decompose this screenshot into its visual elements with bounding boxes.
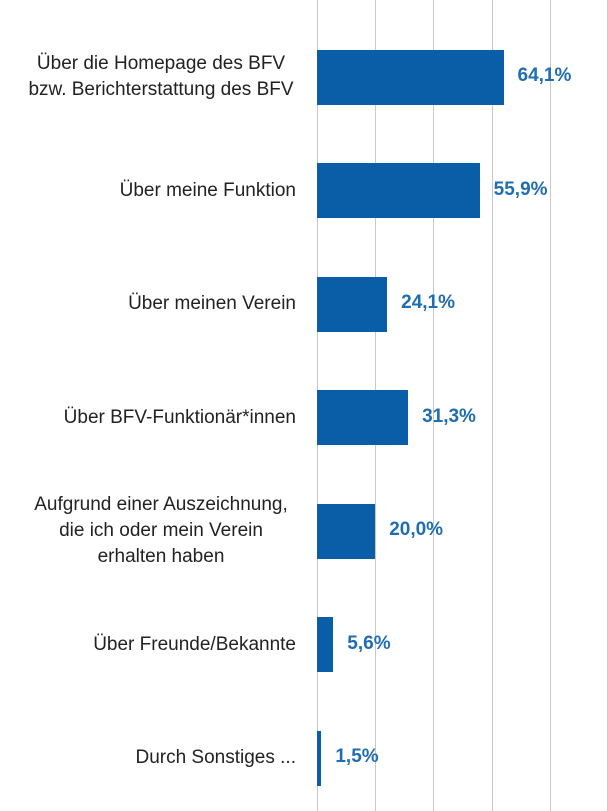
category-label: Durch Sonstiges ... [135,747,296,768]
bar [317,163,480,218]
category-label: Über die Homepage des BFV bzw. Berichter… [28,53,294,100]
category-label-box: Aufgrund einer Auszeichnung, die ich ode… [0,486,296,576]
bar [317,730,322,786]
category-label-box: Über meine Funktion [0,146,296,236]
value-label: 20,0% [389,519,444,540]
value-label: 31,3% [422,405,476,427]
grid-line [549,0,551,811]
bar [317,503,376,559]
value-label: 55,9% [493,178,548,200]
value-label: 5,6% [347,632,391,654]
category-label-box: Durch Sonstiges ... [0,713,296,803]
category-label: Über Freunde/Bekannte [93,633,296,655]
category-label-box: Über meinen Verein [0,259,296,349]
bar [317,617,334,672]
value-label: 24,1% [401,292,455,313]
value-label: 64,1% [517,65,572,86]
grid-line [433,0,435,811]
bar [317,49,504,105]
grid-line [491,0,493,811]
value-label: 1,5% [335,746,379,767]
category-label: Über meine Funktion [119,179,296,201]
category-label-box: Über Freunde/Bekannte [0,600,296,690]
bar [317,390,409,445]
category-label-box: Über BFV-Funktionär*innen [0,373,296,463]
category-label: Über meinen Verein [128,293,296,314]
category-label: Über BFV-Funktionär*innen [63,406,296,428]
category-label: Aufgrund einer Auszeichnung, die ich ode… [34,494,288,567]
category-label-box: Über die Homepage des BFV bzw. Berichter… [0,32,296,122]
bar [317,276,388,332]
